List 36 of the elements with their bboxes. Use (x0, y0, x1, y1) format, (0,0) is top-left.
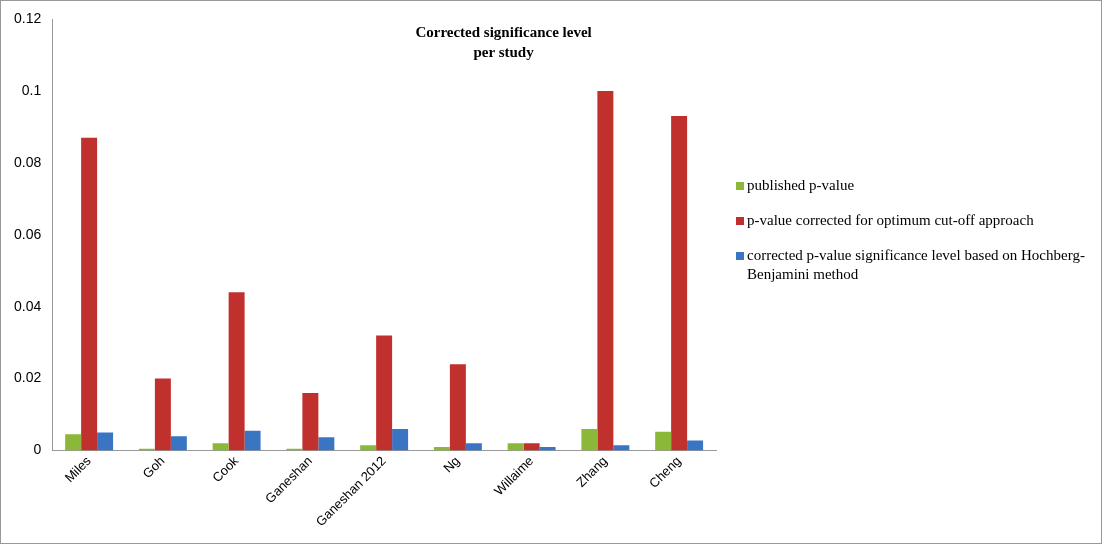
bar (392, 428, 409, 451)
bar (507, 443, 524, 451)
y-tick-label: 0.04 (14, 297, 42, 314)
bar (581, 428, 598, 451)
y-tick-label: 0 (33, 441, 42, 458)
bar (318, 437, 335, 451)
bar (170, 436, 187, 451)
bar (671, 116, 688, 451)
bar (302, 393, 319, 451)
bar (81, 137, 98, 451)
bar (655, 431, 672, 451)
bar (613, 445, 630, 451)
x-tick-label: Goh (139, 453, 168, 482)
y-tick-label: 0.12 (14, 9, 42, 26)
legend-label: p-value corrected for optimum cut-off approach (747, 211, 1034, 230)
y-tick-label: 0.06 (14, 225, 42, 242)
bar (465, 443, 482, 451)
bar (212, 443, 229, 451)
bar (244, 430, 261, 451)
y-tick-label: 0.02 (14, 369, 42, 386)
bar (228, 292, 245, 451)
x-tick-label: Ng (440, 453, 463, 476)
bar (376, 335, 393, 451)
bar (687, 440, 704, 451)
text: Corrected significance level per study (415, 24, 592, 60)
bar (65, 434, 82, 451)
legend-label: published p-value (747, 176, 855, 195)
bar (360, 445, 377, 451)
bar (597, 90, 614, 451)
bar (154, 378, 171, 451)
bar (97, 432, 114, 451)
y-tick-label: 0.1 (21, 81, 42, 98)
legend-label: corrected p-value significance level based on Hochberg-Benjamini method (747, 246, 1086, 284)
y-tick-label: 0.08 (14, 153, 42, 170)
bar (523, 443, 540, 451)
bar (449, 364, 466, 451)
